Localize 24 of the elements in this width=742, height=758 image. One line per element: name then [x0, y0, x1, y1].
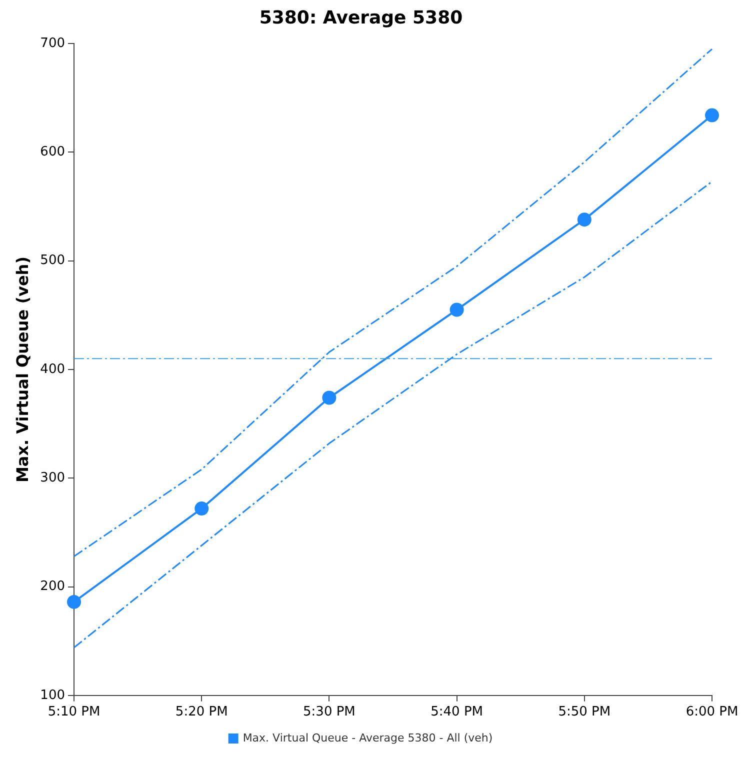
x-tick-label: 5:30 PM — [303, 704, 356, 720]
line-series — [73, 180, 713, 648]
legend-label: Max. Virtual Queue - Average 5380 - All (veh) — [242, 731, 493, 744]
point — [322, 390, 336, 405]
point — [577, 212, 592, 227]
point — [194, 502, 209, 516]
x-tick-label: 5:10 PM — [48, 704, 100, 720]
y-tick-label: 300 — [40, 470, 66, 486]
y-tick-label: 700 — [40, 36, 66, 51]
y-axis-title: Max. Virtual Queue (veh) — [12, 256, 32, 483]
y-tick-label: 400 — [40, 362, 66, 377]
point — [450, 302, 464, 317]
x-tick-label: 6:00 PM — [686, 704, 738, 720]
x-tick-label: 5:40 PM — [430, 704, 483, 720]
point — [67, 594, 82, 609]
x-tick-label: 5:20 PM — [175, 704, 228, 720]
y-tick-label: 500 — [40, 253, 66, 268]
chart-title: 5380: Average 5380 — [259, 7, 463, 28]
y-tick-label: 100 — [40, 688, 66, 703]
point — [705, 108, 719, 122]
line-series — [73, 48, 713, 558]
y-tick-label: 600 — [40, 144, 66, 160]
x-tick-label: 5:50 PM — [558, 704, 611, 720]
y-tick-label: 200 — [40, 579, 66, 594]
